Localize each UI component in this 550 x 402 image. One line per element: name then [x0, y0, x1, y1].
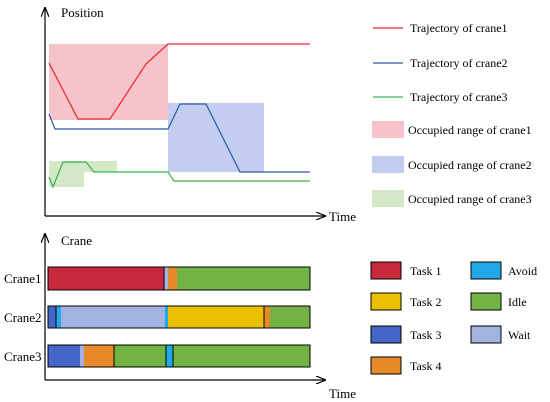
legend-swatch-occupied-crane1: [372, 121, 404, 138]
segment-avoid: [56, 306, 61, 328]
legend-swatch-wait: [470, 325, 502, 344]
segment-task2: [168, 306, 264, 328]
bar-outline-crane2: [47, 305, 311, 329]
row-label-crane3: Crane3: [4, 349, 42, 364]
trajectory-crane3: [48, 161, 310, 189]
row-label-crane2: Crane2: [4, 310, 42, 325]
segment-task3: [48, 306, 56, 328]
segment-avoid: [166, 345, 173, 367]
legend-swatch-avoid: [470, 261, 502, 280]
legend-label-avoid: Avoid: [508, 264, 537, 278]
bottom-y-axis-label: Crane: [61, 233, 92, 248]
legend-swatch-task1: [370, 261, 402, 280]
legend-label-wait: Wait: [508, 328, 531, 342]
legend-swatch-occupied-crane2: [372, 156, 404, 173]
segment-task4: [168, 267, 177, 290]
segment-idle: [270, 306, 310, 328]
trajectory-crane1: [48, 43, 310, 120]
top-x-axis-label: Time: [329, 209, 356, 224]
segment-idle: [173, 345, 310, 367]
occupied-range-crane3-b: [84, 161, 117, 172]
gantt-legend: Task 1 Task 2 Task 3 Task 4 Avoid Idle W…: [370, 261, 537, 375]
trajectory-legend: Trajectory of crane1 Trajectory of crane…: [372, 21, 532, 207]
trajectory-crane2: [48, 103, 310, 173]
segment-wait: [80, 345, 84, 367]
segment-task1: [48, 267, 164, 290]
occupied-range-crane1: [49, 44, 168, 120]
legend-label-trajectory-crane2: Trajectory of crane2: [410, 56, 508, 70]
legend-label-task2: Task 2: [410, 295, 442, 309]
bottom-x-axis-label: Time: [329, 386, 356, 401]
segment-task4: [264, 306, 270, 328]
segment-avoid: [165, 306, 168, 328]
gantt-row-crane3: [47, 344, 311, 368]
legend-label-trajectory-crane3: Trajectory of crane3: [410, 90, 508, 104]
trajectory-chart: Position Time: [45, 5, 356, 224]
legend-label-task1: Task 1: [410, 264, 442, 278]
gantt-row-crane2: [47, 305, 311, 329]
legend-label-occupied-crane1: Occupied range of crane1: [408, 123, 532, 137]
legend-label-task3: Task 3: [410, 328, 442, 342]
top-y-axis-label: Position: [61, 5, 104, 20]
legend-label-task4: Task 4: [410, 359, 442, 373]
legend-swatch-task2: [370, 292, 402, 311]
segment-task4: [84, 345, 114, 367]
legend-swatch-task4: [370, 356, 402, 375]
legend-label-trajectory-crane1: Trajectory of crane1: [410, 21, 508, 35]
segment-idle: [177, 267, 310, 290]
segment-task3: [48, 345, 80, 367]
segment-wait: [61, 306, 165, 328]
bar-outline-crane1: [47, 266, 311, 291]
legend-label-occupied-crane3: Occupied range of crane3: [408, 192, 532, 206]
bar-outline-crane3: [47, 344, 311, 368]
occupied-range-crane2: [168, 103, 264, 172]
legend-label-idle: Idle: [508, 295, 527, 309]
gantt-row-crane1: [47, 266, 311, 291]
row-label-crane1: Crane1: [4, 271, 42, 286]
segment-wait: [164, 267, 168, 290]
segment-idle: [114, 345, 166, 367]
legend-swatch-occupied-crane3: [372, 190, 404, 207]
gantt-chart: Crane1 Crane2 Crane3 Crane Time: [4, 233, 356, 401]
legend-swatch-task3: [370, 325, 402, 344]
legend-label-occupied-crane2: Occupied range of crane2: [408, 158, 532, 172]
legend-swatch-idle: [470, 292, 502, 311]
